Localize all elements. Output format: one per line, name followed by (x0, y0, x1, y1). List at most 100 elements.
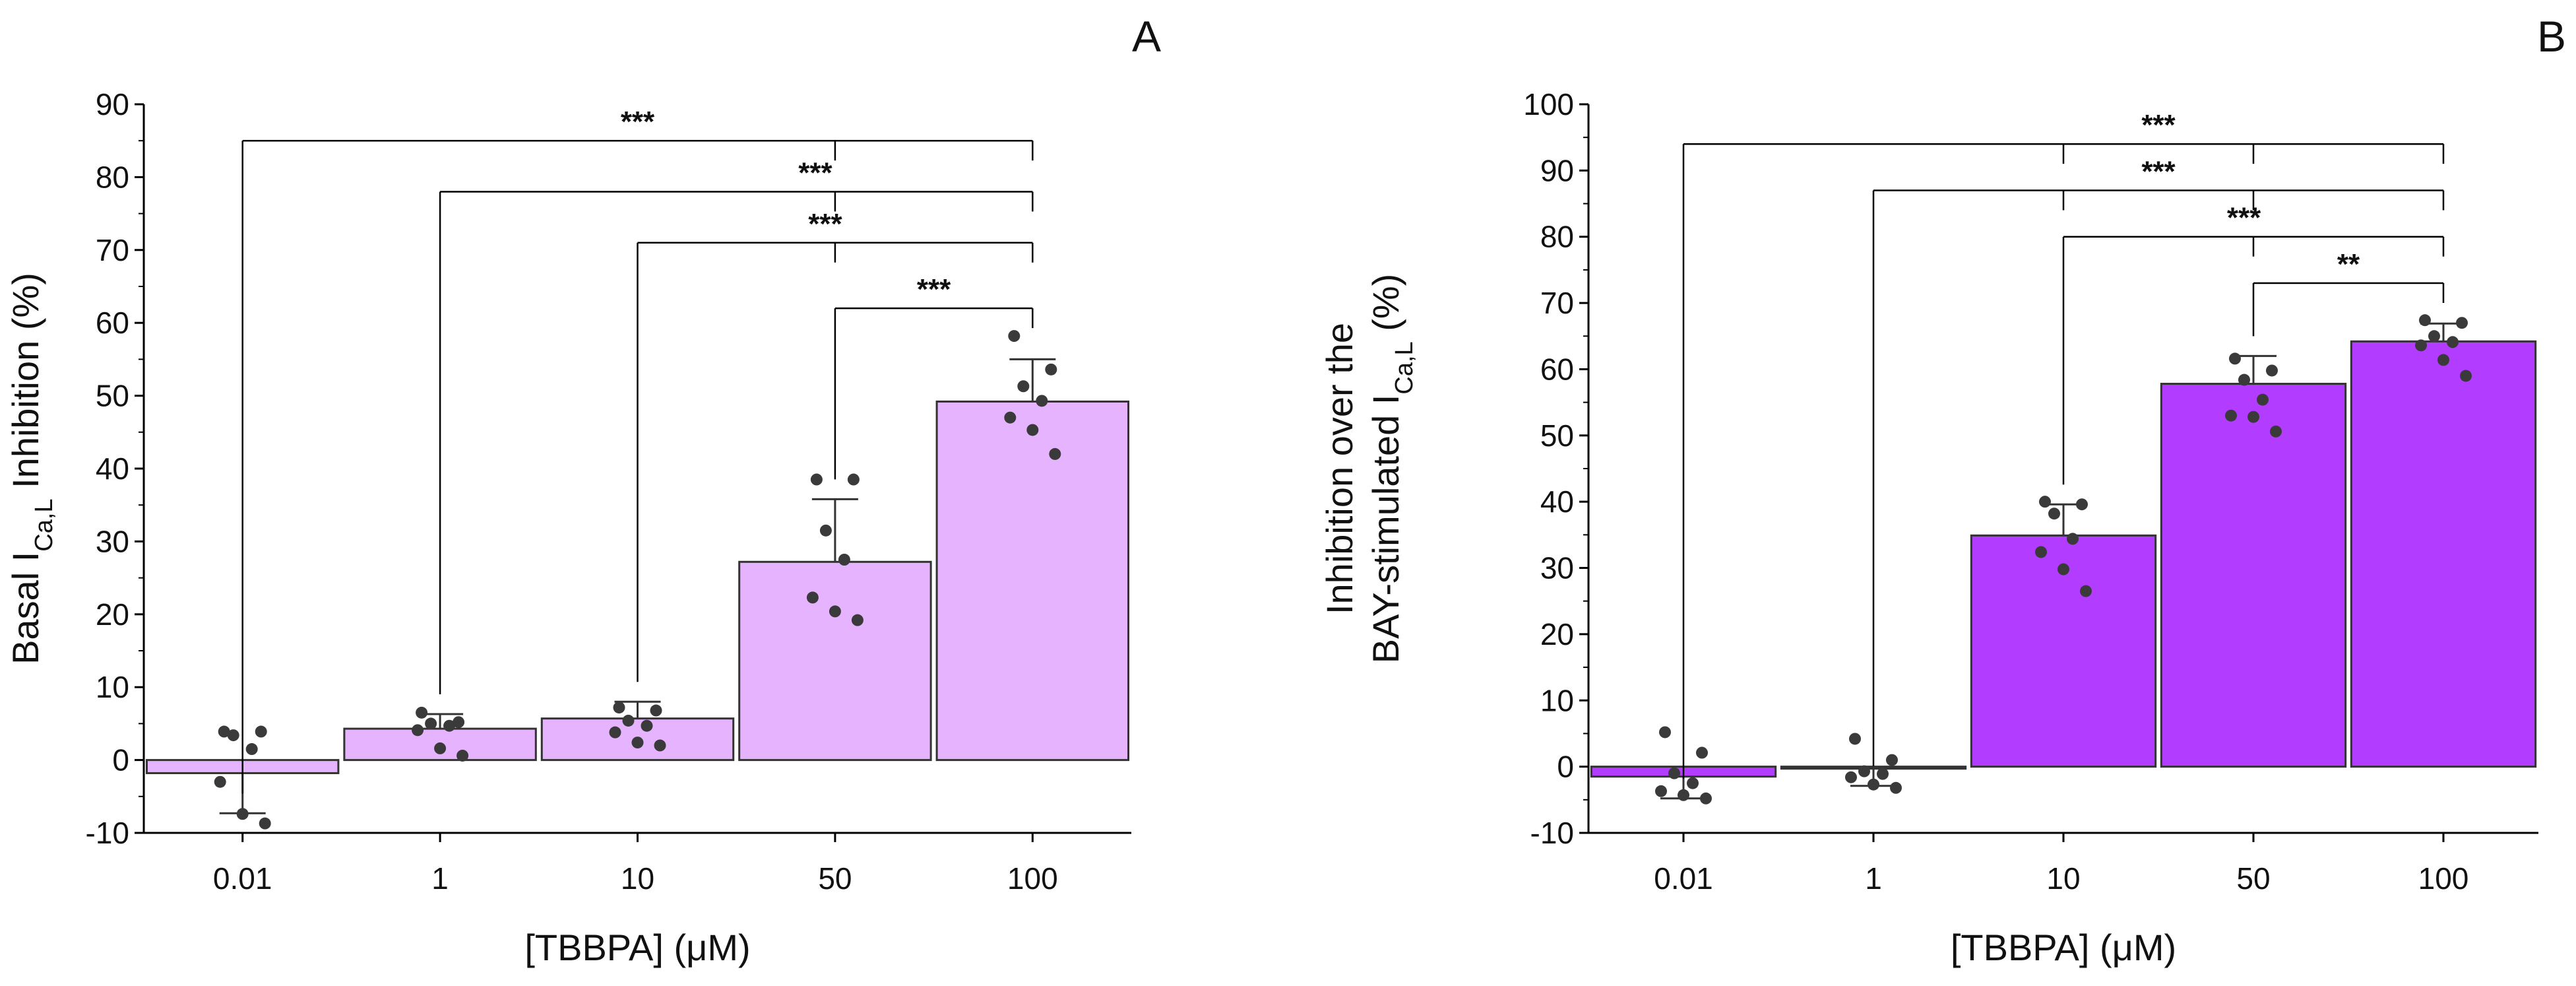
data-point (456, 749, 469, 762)
data-point (1845, 771, 1857, 783)
data-point (453, 716, 465, 729)
bar-50 (2160, 383, 2347, 768)
y-tick-label: 50 (96, 379, 129, 413)
data-point (631, 737, 644, 749)
y-axis-title-line2: BAY-stimulated ICa,L (%) (1365, 274, 1418, 664)
data-point (227, 729, 239, 742)
y-tick-label: 0 (112, 743, 129, 777)
data-point (819, 524, 832, 537)
data-point (412, 724, 424, 737)
data-point (1687, 777, 1699, 789)
data-point (613, 702, 625, 714)
x-tick-label: 0.01 (1654, 861, 1713, 896)
significance-label: ** (2337, 248, 2360, 280)
data-point (416, 706, 428, 719)
panel-a: -10 0 10 20 30 40 50 60 70 80 90 0.01 1 10 50 100 [TBBPA… (5, 12, 1161, 968)
y-tick-label: 10 (1540, 683, 1574, 717)
data-point (1858, 765, 1870, 777)
data-point (2460, 370, 2472, 382)
y-tick-label: 10 (96, 670, 129, 704)
data-point (1008, 330, 1021, 343)
data-point (654, 739, 666, 752)
y-tick-label: 80 (1540, 220, 1574, 254)
x-tick-label: 1 (1865, 861, 1882, 896)
x-tick-label: 100 (2418, 861, 2469, 896)
data-point (1668, 767, 1680, 779)
data-point (255, 725, 267, 738)
data-point (2080, 585, 2092, 597)
data-point (236, 808, 249, 820)
data-point (1678, 789, 1689, 801)
data-point (425, 717, 437, 730)
data-point (1890, 781, 1902, 794)
data-point (2247, 411, 2259, 423)
data-point (2058, 563, 2069, 575)
data-point (2225, 409, 2237, 422)
y-tick-label: 40 (96, 451, 129, 486)
data-point (218, 725, 230, 738)
y-tick-label: 90 (1540, 153, 1574, 187)
data-point (1026, 424, 1039, 436)
panel-letter: A (1132, 12, 1161, 61)
bar-50 (738, 560, 932, 762)
data-point (1049, 447, 1061, 460)
data-point (650, 704, 662, 717)
y-tick-label: 30 (96, 524, 129, 558)
data-point (609, 726, 621, 739)
y-axis-title: Basal ICa,L Inhibition (%) (5, 273, 58, 665)
data-point (245, 743, 258, 756)
y-tick-label: 100 (1523, 87, 1574, 121)
x-tick-label: 0.01 (213, 861, 272, 896)
y-tick-label: 50 (1540, 418, 1574, 453)
data-point (829, 605, 841, 618)
y-tick-label: 70 (1540, 286, 1574, 320)
y-tick-label: 30 (1540, 551, 1574, 585)
x-tick-label: 10 (621, 861, 654, 896)
data-point (2035, 546, 2047, 558)
data-point (1849, 733, 1861, 745)
significance-label: *** (2141, 155, 2176, 187)
data-point (810, 473, 823, 486)
bar-1 (1780, 766, 1967, 770)
data-point (838, 554, 850, 566)
y-tick-label: 80 (96, 160, 129, 194)
data-point (622, 714, 635, 727)
data-point (2456, 317, 2468, 329)
y-axis-title-line1: Inhibition over the (1319, 323, 1360, 614)
data-point (259, 817, 271, 830)
panel-letter: B (2537, 12, 2566, 61)
y-tick-label: 90 (96, 87, 129, 121)
x-tick-label: 10 (2046, 861, 2080, 896)
x-axis-title: [TBBPA] (μM) (524, 927, 750, 968)
data-point (2447, 336, 2459, 348)
data-point (1696, 746, 1708, 759)
y-tick-label: 70 (96, 233, 129, 267)
data-point (443, 719, 456, 732)
y-tick-label: 60 (1540, 352, 1574, 386)
data-point (1877, 768, 1889, 780)
x-tick-label: 50 (2236, 861, 2270, 896)
significance-label: *** (798, 156, 832, 189)
data-point (2048, 508, 2060, 520)
data-point (214, 775, 226, 788)
bar-100 (2350, 340, 2537, 768)
y-tick-label: 20 (96, 597, 129, 632)
data-point (1700, 792, 1712, 805)
data-point (1036, 395, 1048, 407)
significance-label: *** (808, 208, 842, 240)
data-point (1655, 785, 1667, 797)
data-point (434, 742, 447, 754)
x-axis-title: [TBBPA] (μM) (1951, 927, 2176, 968)
data-point (2238, 374, 2250, 386)
data-point (1868, 778, 1879, 791)
x-tick-label: 50 (818, 861, 852, 896)
data-point (1886, 754, 1898, 766)
data-point (1659, 726, 1671, 739)
data-point (806, 591, 819, 604)
significance-label: *** (917, 273, 951, 306)
data-point (851, 614, 864, 626)
data-point (2270, 425, 2282, 438)
data-point (1045, 363, 1057, 376)
y-tick-label: 0 (1557, 750, 1574, 784)
data-point (847, 473, 860, 486)
